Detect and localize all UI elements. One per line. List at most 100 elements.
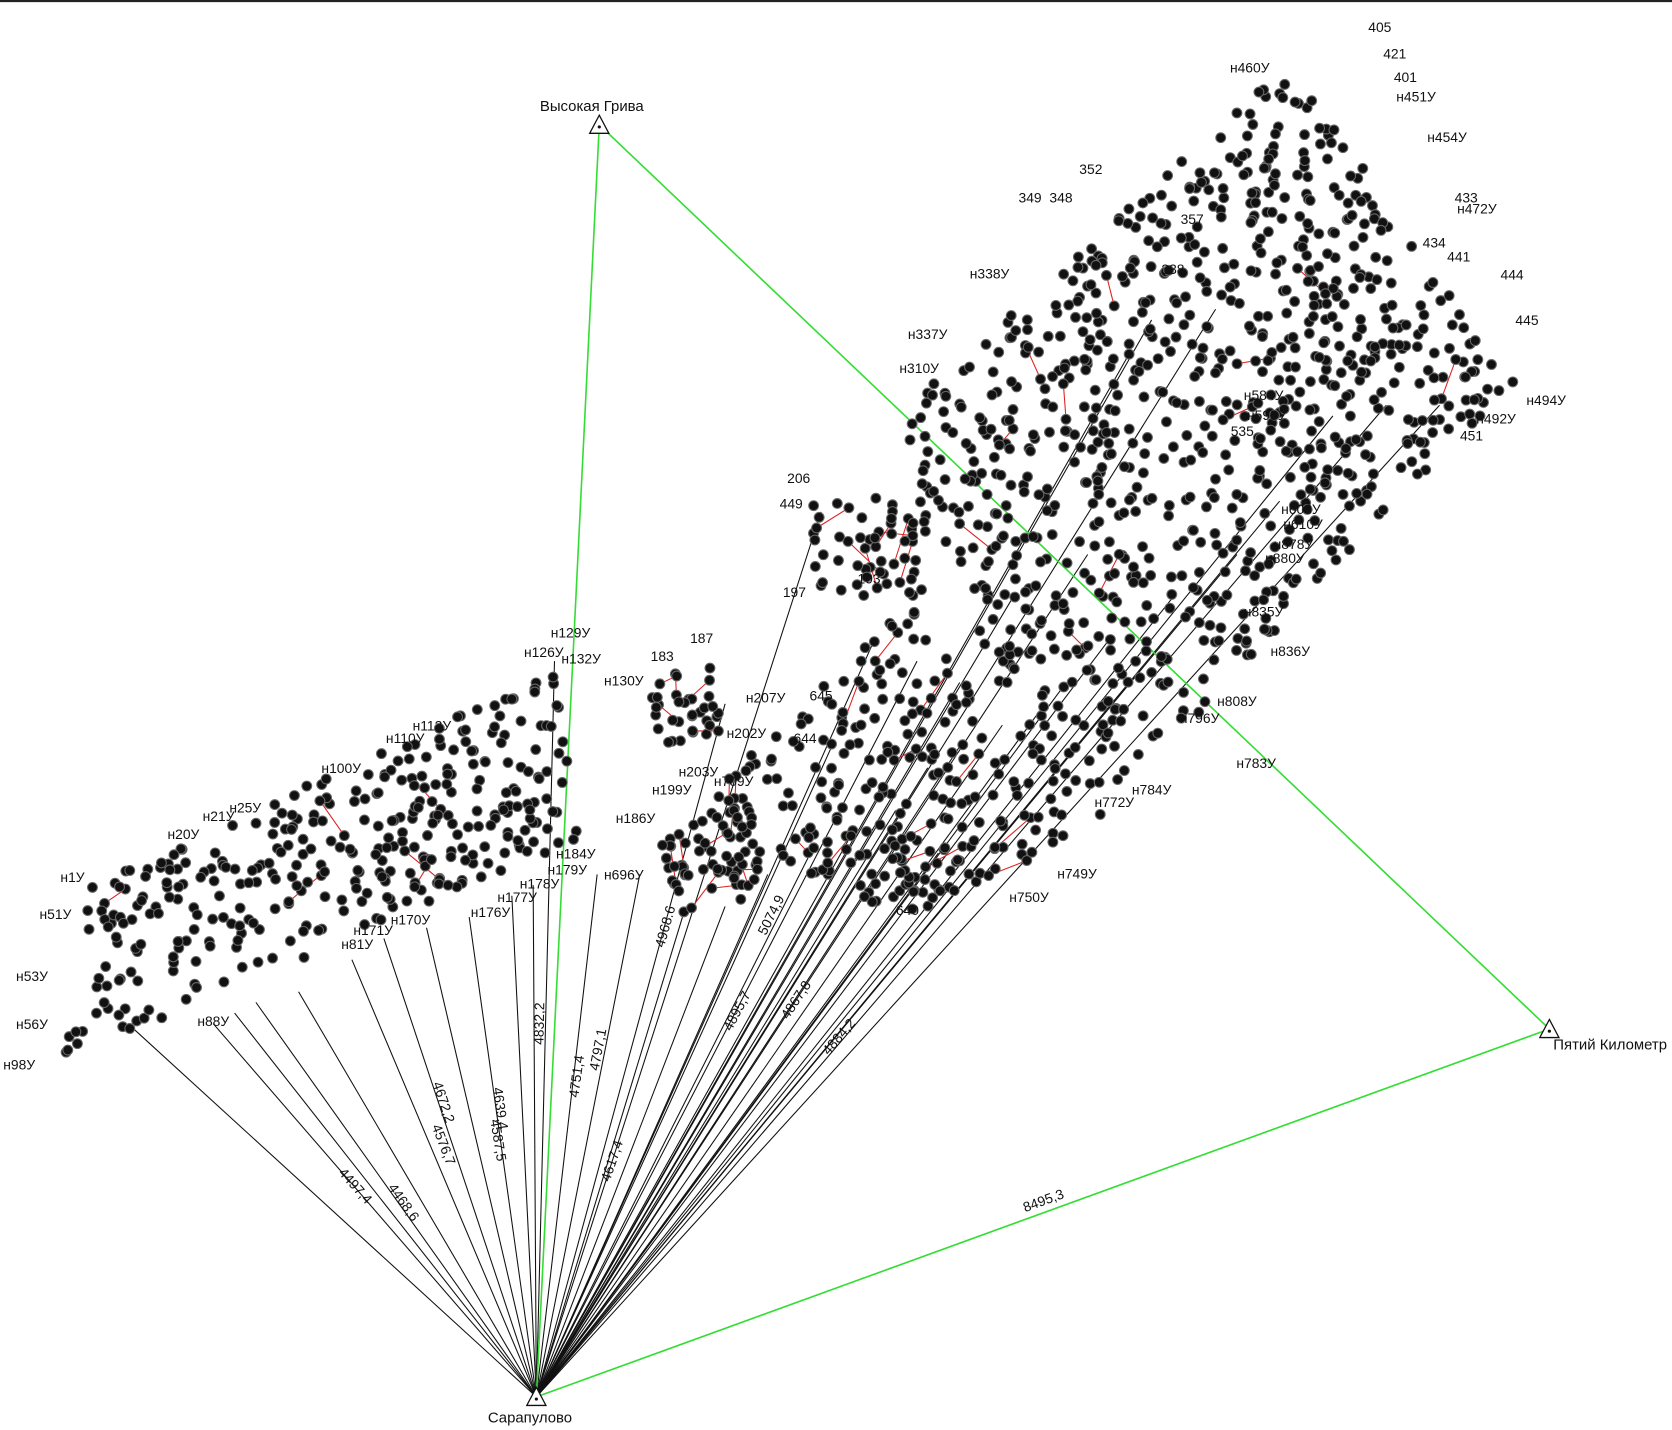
survey-point	[1106, 612, 1118, 624]
survey-point	[1265, 520, 1277, 532]
link	[874, 632, 899, 662]
link	[319, 800, 345, 836]
survey-point	[135, 938, 147, 950]
survey-point	[877, 781, 889, 793]
survey-point	[1047, 401, 1059, 413]
survey-point	[1209, 167, 1220, 179]
point-label: н1У	[60, 869, 84, 885]
survey-point	[1355, 195, 1367, 207]
survey-point	[1103, 437, 1115, 449]
survey-point	[1123, 203, 1135, 215]
survey-point	[804, 822, 816, 834]
point-label: н454У	[1427, 129, 1467, 145]
survey-point	[1380, 313, 1392, 325]
survey-point	[973, 816, 985, 828]
survey-point	[1078, 401, 1090, 413]
survey-point	[1239, 410, 1251, 422]
survey-point	[500, 787, 512, 799]
survey-point	[916, 726, 928, 738]
survey-point	[1458, 322, 1470, 334]
survey-point	[1137, 710, 1149, 722]
survey-point	[1074, 536, 1085, 548]
survey-point	[1280, 445, 1292, 457]
survey-point	[1346, 209, 1358, 221]
survey-point	[859, 891, 870, 903]
survey-point	[401, 741, 413, 753]
survey-point	[227, 820, 239, 831]
survey-point	[721, 850, 733, 862]
survey-point	[1265, 389, 1277, 401]
survey-point	[1036, 689, 1048, 701]
survey-point	[916, 751, 928, 763]
survey-point	[1113, 548, 1125, 560]
point-label: 405	[1368, 19, 1391, 35]
survey-point	[1165, 571, 1177, 583]
survey-point	[1118, 765, 1130, 776]
survey-point	[1138, 391, 1150, 403]
survey-point	[1185, 454, 1197, 466]
survey-point	[991, 508, 1003, 520]
survey-point	[1108, 378, 1120, 390]
survey-point	[879, 870, 891, 882]
survey-point	[1313, 351, 1325, 363]
survey-point	[1257, 366, 1268, 378]
ray-line	[535, 703, 726, 1398]
survey-point	[286, 809, 298, 821]
survey-point	[356, 896, 368, 907]
survey-point	[1443, 290, 1455, 302]
survey-point	[1217, 242, 1229, 254]
survey-point	[1428, 347, 1440, 359]
survey-point	[1231, 399, 1243, 411]
survey-point	[1105, 497, 1117, 509]
survey-point	[952, 854, 964, 866]
survey-point	[1393, 361, 1405, 373]
survey-point	[433, 733, 445, 745]
survey-point	[1167, 441, 1179, 453]
survey-point	[888, 558, 900, 570]
survey-point	[191, 982, 202, 993]
survey-point	[100, 961, 112, 972]
survey-point	[168, 849, 180, 861]
survey-point	[161, 877, 173, 889]
point-label: н338У	[970, 265, 1010, 281]
survey-point	[746, 749, 757, 761]
survey-point	[1063, 299, 1075, 311]
survey-point	[401, 895, 413, 907]
survey-point	[724, 773, 735, 785]
survey-point	[987, 789, 999, 801]
survey-point	[510, 785, 522, 797]
survey-point	[1032, 811, 1044, 823]
survey-point	[919, 430, 931, 442]
survey-point	[1220, 396, 1232, 407]
survey-point	[1474, 410, 1486, 422]
survey-point	[902, 728, 914, 740]
point-label: 449	[780, 496, 803, 512]
survey-point	[180, 993, 192, 1005]
survey-point	[870, 492, 882, 504]
point-label: 434	[1423, 234, 1446, 250]
survey-point	[1093, 488, 1105, 500]
survey-point	[1090, 287, 1102, 299]
survey-point	[1080, 364, 1092, 376]
survey-point	[962, 500, 974, 512]
survey-point	[881, 578, 893, 590]
survey-point	[512, 835, 524, 846]
survey-point	[370, 849, 382, 860]
survey-point	[1194, 272, 1206, 284]
survey-point	[859, 642, 871, 654]
survey-point	[1109, 740, 1120, 752]
point-label: н608У	[1281, 501, 1321, 517]
survey-point	[976, 467, 988, 479]
survey-point	[1104, 634, 1116, 645]
survey-point	[1217, 183, 1229, 194]
survey-point	[270, 873, 281, 885]
survey-point	[1290, 400, 1302, 412]
survey-point	[845, 857, 857, 869]
survey-point	[1122, 217, 1134, 229]
point-label: н130У	[604, 673, 644, 689]
survey-point	[528, 836, 540, 848]
survey-point	[1057, 710, 1069, 722]
survey-point	[539, 847, 551, 859]
survey-point	[816, 776, 828, 788]
survey-point	[515, 715, 527, 727]
